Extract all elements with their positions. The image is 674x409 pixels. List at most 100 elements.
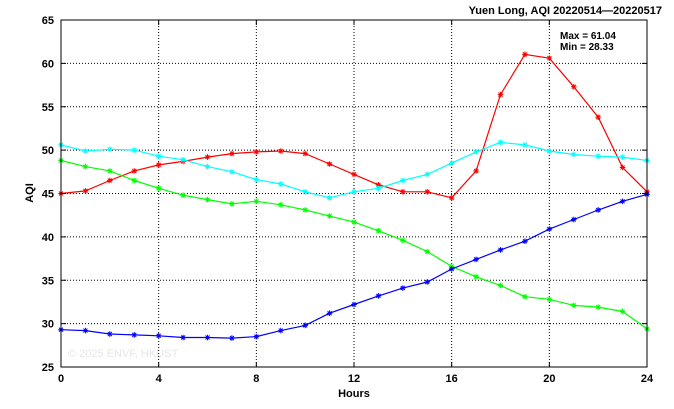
- asterisk-marker: [229, 201, 235, 207]
- asterisk-marker: [619, 308, 626, 315]
- asterisk-marker: [326, 195, 333, 201]
- asterisk-marker: [253, 176, 260, 183]
- asterisk-marker: [155, 153, 162, 159]
- data-point: [351, 301, 357, 308]
- asterisk-marker: [497, 282, 504, 289]
- x-tick-label: 12: [348, 373, 360, 385]
- y-tick-label: 65: [42, 15, 54, 27]
- data-point: [497, 139, 504, 146]
- asterisk-marker: [619, 164, 626, 171]
- data-point: [204, 154, 211, 160]
- chart-title: Yuen Long, AQI 20220514—20220517: [469, 5, 662, 17]
- grid: [61, 20, 647, 367]
- asterisk-marker: [595, 207, 601, 213]
- ticks: 0 4 8 12 16 20 24 25 30 35 40 45 50 55 60 65: [42, 15, 654, 385]
- asterisk-marker: [253, 333, 260, 340]
- asterisk-marker: [522, 142, 528, 148]
- asterisk-marker: [546, 296, 553, 303]
- asterisk-marker: [570, 216, 577, 223]
- data-point: [351, 219, 357, 225]
- data-point: [424, 188, 431, 195]
- asterisk-marker: [400, 188, 406, 195]
- data-point: [400, 237, 406, 244]
- data-point: [302, 322, 308, 329]
- asterisk-marker: [595, 304, 601, 310]
- data-point: [522, 238, 528, 245]
- asterisk-marker: [570, 302, 577, 309]
- data-point: [570, 151, 577, 158]
- asterisk-marker: [522, 238, 528, 245]
- data-point: [497, 91, 504, 98]
- asterisk-marker: [595, 153, 601, 159]
- data-point: [595, 207, 601, 213]
- data-point: [570, 302, 577, 309]
- asterisk-marker: [82, 163, 89, 170]
- data-point: [522, 142, 528, 148]
- asterisk-marker: [253, 198, 260, 205]
- asterisk-marker: [497, 247, 504, 253]
- data-point: [277, 181, 284, 187]
- series-2: [58, 139, 650, 201]
- asterisk-marker: [229, 335, 235, 341]
- asterisk-marker: [131, 147, 138, 153]
- data-point: [375, 185, 382, 192]
- asterisk-marker: [277, 201, 284, 208]
- asterisk-marker: [131, 332, 138, 338]
- asterisk-marker: [277, 327, 284, 334]
- y-axis-label: AQI: [24, 183, 36, 203]
- y-tick-label: 35: [42, 275, 54, 287]
- data-point: [448, 266, 455, 272]
- watermark: © 2025 ENVF, HKUST: [68, 348, 178, 360]
- asterisk-marker: [497, 91, 504, 98]
- data-point: [82, 163, 89, 170]
- asterisk-marker: [448, 160, 455, 166]
- data-point: [326, 195, 333, 201]
- asterisk-marker: [424, 248, 431, 255]
- data-point: [375, 293, 382, 299]
- data-point: [448, 160, 455, 166]
- asterisk-marker: [131, 177, 138, 184]
- data-point: [448, 195, 455, 201]
- data-point: [180, 192, 186, 199]
- data-point: [229, 335, 235, 341]
- data-point: [326, 161, 333, 167]
- data-point: [424, 279, 431, 285]
- data-point: [82, 148, 89, 154]
- asterisk-marker: [473, 149, 479, 155]
- data-point: [180, 334, 186, 341]
- asterisk-marker: [155, 162, 162, 168]
- asterisk-marker: [180, 192, 186, 199]
- y-tick-label: 25: [42, 362, 54, 374]
- min-label: Min = 28.33: [560, 42, 614, 53]
- asterisk-marker: [204, 196, 211, 203]
- asterisk-marker: [473, 273, 479, 280]
- asterisk-marker: [448, 195, 455, 201]
- asterisk-marker: [595, 114, 601, 120]
- data-point: [131, 147, 138, 153]
- series-layer: [58, 51, 650, 341]
- data-point: [277, 148, 284, 154]
- asterisk-marker: [302, 150, 308, 157]
- asterisk-marker: [204, 334, 211, 341]
- data-point: [155, 162, 162, 168]
- data-point: [424, 171, 431, 178]
- data-point: [302, 207, 308, 213]
- data-point: [155, 332, 162, 339]
- data-point: [326, 310, 333, 317]
- y-tick-label: 50: [42, 145, 54, 157]
- data-point: [302, 150, 308, 157]
- asterisk-marker: [424, 171, 431, 178]
- asterisk-marker: [375, 182, 382, 188]
- asterisk-marker: [326, 310, 333, 317]
- asterisk-marker: [400, 177, 406, 184]
- data-point: [131, 332, 138, 338]
- data-point: [473, 273, 479, 280]
- data-point: [204, 196, 211, 203]
- asterisk-marker: [424, 279, 431, 285]
- asterisk-marker: [522, 293, 528, 300]
- data-point: [619, 198, 626, 205]
- data-point: [277, 327, 284, 334]
- series-1: [58, 51, 650, 201]
- asterisk-marker: [155, 332, 162, 339]
- asterisk-marker: [107, 146, 113, 153]
